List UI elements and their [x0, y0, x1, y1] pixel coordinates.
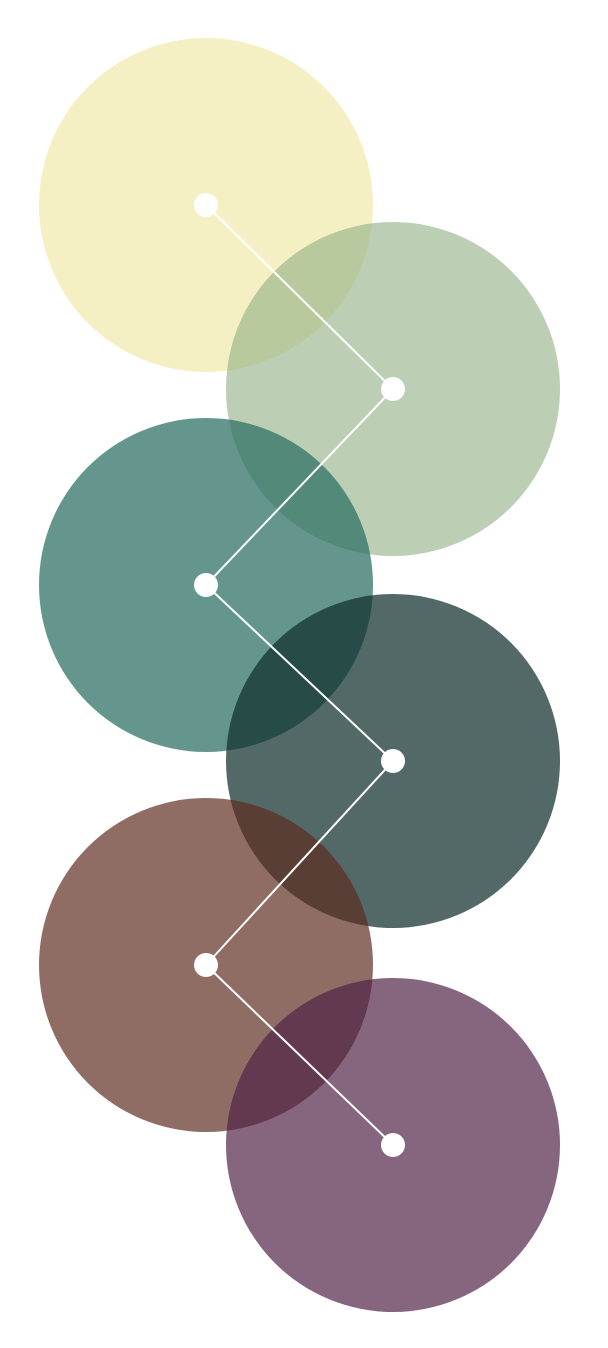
dots-layer — [194, 193, 405, 1157]
node-dot-node-1 — [194, 193, 218, 217]
connector-line-1 — [205, 204, 394, 390]
node-dot-node-6 — [381, 1133, 405, 1157]
circles-layer — [39, 38, 560, 1312]
node-dot-node-3 — [194, 573, 218, 597]
connector-line-3 — [205, 584, 394, 762]
node-dot-node-4 — [381, 749, 405, 773]
connector-line-2 — [205, 388, 394, 586]
connector-line-4 — [205, 760, 394, 966]
node-dot-node-2 — [381, 377, 405, 401]
connectors-layer — [205, 204, 394, 1146]
node-dot-node-5 — [194, 953, 218, 977]
connector-line-5 — [205, 964, 394, 1146]
